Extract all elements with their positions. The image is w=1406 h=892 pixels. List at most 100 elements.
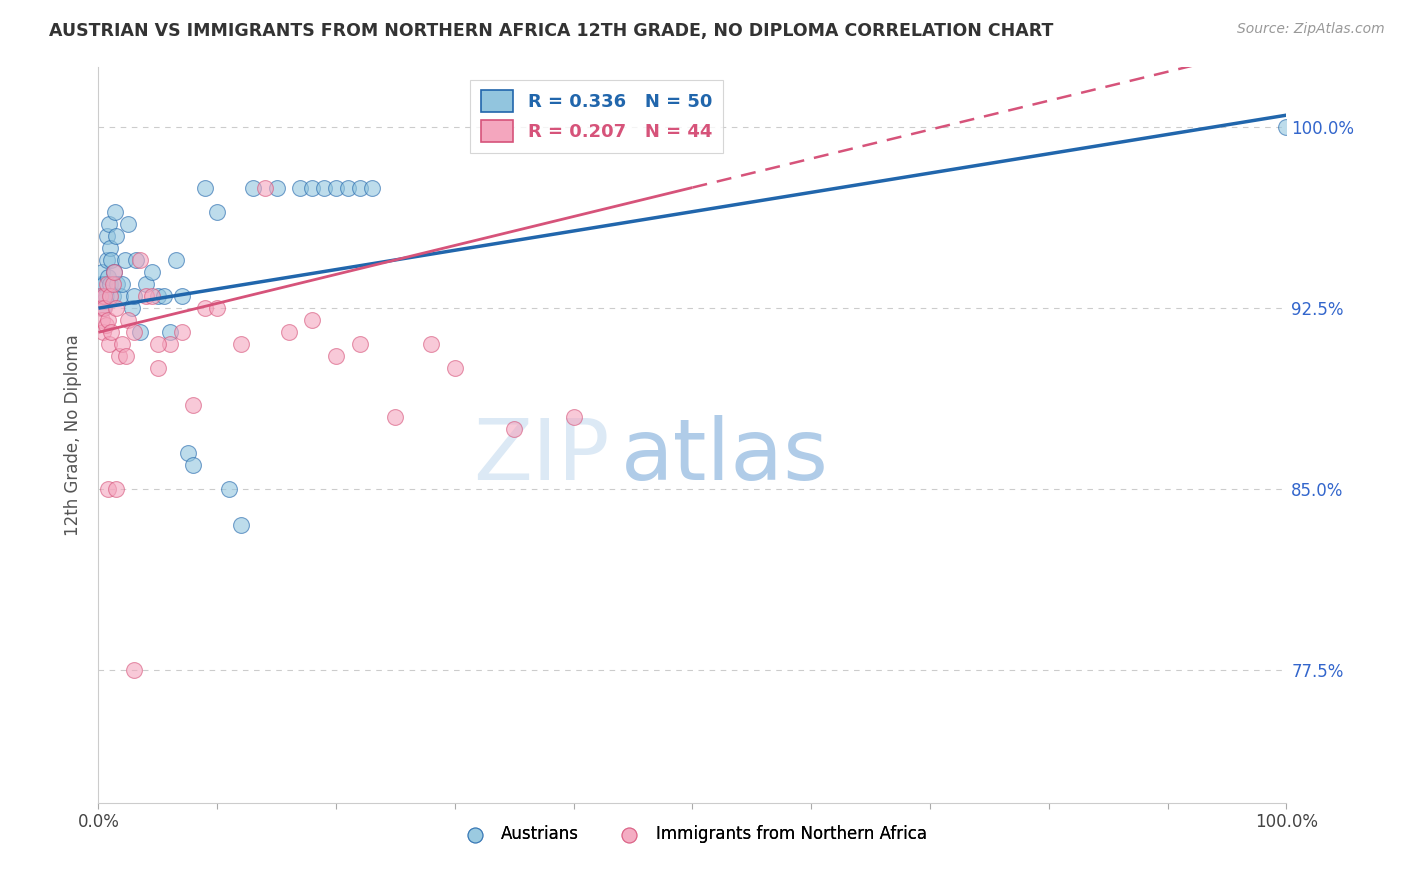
Text: AUSTRIAN VS IMMIGRANTS FROM NORTHERN AFRICA 12TH GRADE, NO DIPLOMA CORRELATION C: AUSTRIAN VS IMMIGRANTS FROM NORTHERN AFR… xyxy=(49,22,1053,40)
Point xyxy=(205,204,228,219)
Point xyxy=(229,518,252,533)
Point xyxy=(301,313,323,327)
Point xyxy=(290,180,312,194)
Point xyxy=(384,409,406,424)
Point xyxy=(98,289,121,303)
Point xyxy=(91,326,114,340)
Point xyxy=(336,180,359,194)
Point xyxy=(91,301,114,315)
Point xyxy=(93,277,115,291)
Point xyxy=(135,289,157,303)
Point xyxy=(105,301,128,315)
Point xyxy=(98,217,121,231)
Legend: Austrians, Immigrants from Northern Africa: Austrians, Immigrants from Northern Afri… xyxy=(451,818,934,850)
Point xyxy=(242,180,264,194)
Point xyxy=(360,180,382,194)
Point xyxy=(146,337,169,351)
Point xyxy=(562,409,585,424)
Point xyxy=(104,204,127,219)
Point xyxy=(183,398,205,412)
Point xyxy=(93,301,115,315)
Point xyxy=(314,180,336,194)
Point xyxy=(170,326,193,340)
Point xyxy=(420,337,443,351)
Point xyxy=(503,422,526,436)
Point xyxy=(129,326,152,340)
Point xyxy=(253,180,276,194)
Text: atlas: atlas xyxy=(621,416,830,499)
Point xyxy=(93,293,115,308)
Point xyxy=(117,217,139,231)
Point xyxy=(105,228,128,243)
Point xyxy=(96,277,118,291)
Point xyxy=(96,228,118,243)
Point xyxy=(98,241,121,255)
Point xyxy=(111,277,134,291)
Point xyxy=(122,289,145,303)
Point xyxy=(266,180,288,194)
Point xyxy=(141,265,163,279)
Point xyxy=(94,289,117,303)
Point xyxy=(107,277,129,291)
Point xyxy=(114,252,136,267)
Point xyxy=(122,663,145,677)
Point xyxy=(170,289,193,303)
Point xyxy=(97,313,120,327)
Point xyxy=(301,180,323,194)
Point xyxy=(135,277,157,291)
Point xyxy=(325,180,347,194)
Point xyxy=(94,318,117,332)
Text: Source: ZipAtlas.com: Source: ZipAtlas.com xyxy=(1237,22,1385,37)
Point xyxy=(325,350,347,364)
Point xyxy=(90,301,112,315)
Point xyxy=(125,252,148,267)
Point xyxy=(100,252,122,267)
Point xyxy=(90,277,112,291)
Point xyxy=(159,337,181,351)
Point xyxy=(111,337,134,351)
Point xyxy=(93,289,115,303)
Point xyxy=(194,180,217,194)
Point xyxy=(121,301,143,315)
Point xyxy=(103,265,125,279)
Point xyxy=(97,482,120,496)
Point xyxy=(101,289,124,303)
Point xyxy=(89,289,111,303)
Point xyxy=(108,289,131,303)
Point xyxy=(277,326,299,340)
Point xyxy=(1275,120,1298,135)
Point xyxy=(96,252,118,267)
Y-axis label: 12th Grade, No Diploma: 12th Grade, No Diploma xyxy=(63,334,82,536)
Point xyxy=(100,326,122,340)
Point xyxy=(114,350,136,364)
Point xyxy=(141,289,163,303)
Point xyxy=(146,289,169,303)
Point xyxy=(101,277,124,291)
Point xyxy=(176,446,198,460)
Point xyxy=(183,458,205,472)
Point xyxy=(91,265,114,279)
Point xyxy=(205,301,228,315)
Point xyxy=(218,482,240,496)
Point xyxy=(165,252,187,267)
Point xyxy=(103,265,125,279)
Point xyxy=(349,337,371,351)
Point xyxy=(152,289,174,303)
Point xyxy=(91,313,114,327)
Point xyxy=(146,361,169,376)
Point xyxy=(98,337,121,351)
Point xyxy=(444,361,467,376)
Point xyxy=(98,277,121,291)
Text: ZIP: ZIP xyxy=(472,416,609,499)
Point xyxy=(107,350,129,364)
Point xyxy=(91,289,114,303)
Point xyxy=(159,326,181,340)
Point xyxy=(105,482,128,496)
Point xyxy=(229,337,252,351)
Point xyxy=(349,180,371,194)
Point xyxy=(194,301,217,315)
Point xyxy=(117,313,139,327)
Point xyxy=(129,252,152,267)
Point xyxy=(122,326,145,340)
Point xyxy=(97,269,120,284)
